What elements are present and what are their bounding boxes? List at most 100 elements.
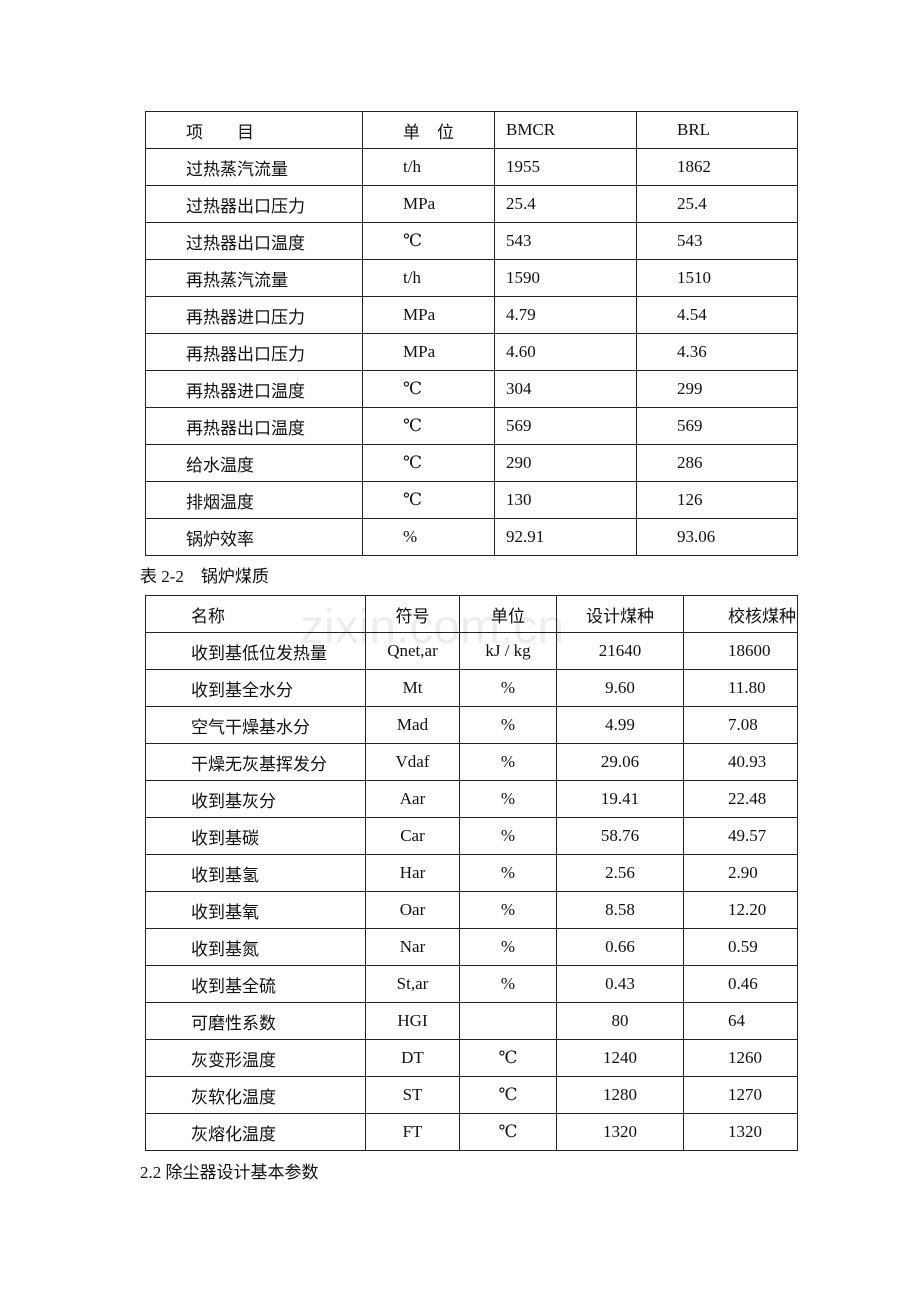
cell: 543	[494, 222, 637, 260]
cell: BMCR	[494, 111, 637, 149]
row: 再热器出口压力 MPa 4.60 4.36	[145, 333, 798, 371]
cell: 1320	[683, 1113, 798, 1151]
cell: 收到基低位发热量	[145, 632, 366, 670]
row: 再热器进口压力 MPa 4.79 4.54	[145, 296, 798, 334]
cell: St,ar	[365, 965, 460, 1003]
cell: 收到基碳	[145, 817, 366, 855]
cell: 12.20	[683, 891, 798, 929]
cell: 名称	[145, 595, 366, 633]
cell: 1280	[556, 1076, 684, 1114]
row: 排烟温度 ℃ 130 126	[145, 481, 798, 519]
cell: 130	[494, 481, 637, 519]
cell: 0.46	[683, 965, 798, 1003]
cell: Car	[365, 817, 460, 855]
coal-quality-table: 名称 符号 单位 设计煤种 校核煤种 收到基低位发热量 Qnet,ar kJ / kg 2164…	[145, 595, 798, 1151]
row: 收到基低位发热量 Qnet,ar kJ / kg 21640 18600	[145, 632, 798, 670]
cell: 再热器出口压力	[145, 333, 363, 371]
cell: 空气干燥基水分	[145, 706, 366, 744]
row: 收到基碳 Car% 58.76 49.57	[145, 817, 798, 855]
cell: 7.08	[683, 706, 798, 744]
cell: 80	[556, 1002, 684, 1040]
cell: 收到基氧	[145, 891, 366, 929]
cell: ℃	[362, 481, 495, 519]
row: 再热器出口温度 ℃ 569 569	[145, 407, 798, 445]
cell: 2.90	[683, 854, 798, 892]
cell: 校核煤种	[683, 595, 798, 633]
cell: 4.54	[636, 296, 798, 334]
watermark: zixin.com.cn	[300, 601, 565, 654]
cell: 4.36	[636, 333, 798, 371]
cell: 再热器进口温度	[145, 370, 363, 408]
cell: 25.4	[494, 185, 637, 223]
cell: 灰熔化温度	[145, 1113, 366, 1151]
cell: 过热器出口温度	[145, 222, 363, 260]
cell: ℃	[362, 222, 495, 260]
cell: 569	[494, 407, 637, 445]
cell: 再热器进口压力	[145, 296, 363, 334]
cell: Aar	[365, 780, 460, 818]
cell: 1260	[683, 1039, 798, 1077]
cell: kJ / kg	[459, 632, 557, 670]
cell: 项 目	[145, 111, 363, 149]
boiler-params-table: 项 目单 位 BMCR BRL 过热蒸汽流量 t/h 1955 1862 过热器出口压力 MPa…	[145, 111, 798, 556]
cell: 再热蒸汽流量	[145, 259, 363, 297]
cell: 灰变形温度	[145, 1039, 366, 1077]
cell: 11.80	[683, 669, 798, 707]
cell: 40.93	[683, 743, 798, 781]
cell: t/h	[362, 259, 495, 297]
cell: ℃	[362, 370, 495, 408]
cell: 过热器出口压力	[145, 185, 363, 223]
cell: 4.79	[494, 296, 637, 334]
cell: 25.4	[636, 185, 798, 223]
cell: 锅炉效率	[145, 518, 363, 556]
cell: Har	[365, 854, 460, 892]
cell: 收到基全硫	[145, 965, 366, 1003]
cell: 304	[494, 370, 637, 408]
row: 收到基氧 Oar% 8.58 12.20	[145, 891, 798, 929]
cell: 569	[636, 407, 798, 445]
row: 收到基灰分 Aar% 19.41 22.48	[145, 780, 798, 818]
row: 再热器进口温度 ℃ 304 299	[145, 370, 798, 408]
row: 再热蒸汽流量 t/h 1590 1510	[145, 259, 798, 297]
cell: 49.57	[683, 817, 798, 855]
cell: ℃	[459, 1076, 557, 1114]
cell: %	[459, 965, 557, 1003]
row: 灰软化温度 ST ℃ 1280 1270	[145, 1076, 798, 1114]
cell: ℃	[459, 1039, 557, 1077]
cell: 1270	[683, 1076, 798, 1114]
cell: 排烟温度	[145, 481, 363, 519]
cell: 1510	[636, 259, 798, 297]
row: 过热蒸汽流量 t/h 1955 1862	[145, 148, 798, 186]
cell: MPa	[362, 333, 495, 371]
row: 可磨性系数 HGI 80 64	[145, 1002, 798, 1040]
cell: %	[459, 928, 557, 966]
cell: DT	[365, 1039, 460, 1077]
cell: 收到基氢	[145, 854, 366, 892]
cell: 0.43	[556, 965, 684, 1003]
cell: 设计煤种	[556, 595, 684, 633]
cell: FT	[365, 1113, 460, 1151]
cell: 1862	[636, 148, 798, 186]
cell: 1590	[494, 259, 637, 297]
cell: 21640	[556, 632, 684, 670]
cell: %	[459, 817, 557, 855]
cell: %	[459, 706, 557, 744]
cell: 64	[683, 1002, 798, 1040]
section-heading: 2.2 除尘器设计基本参数	[140, 1163, 319, 1182]
cell: 8.58	[556, 891, 684, 929]
cell: 收到基全水分	[145, 669, 366, 707]
cell: Qnet,ar	[365, 632, 460, 670]
cell: 4.99	[556, 706, 684, 744]
cell: 干燥无灰基挥发分	[145, 743, 366, 781]
cell: %	[459, 780, 557, 818]
cell: 93.06	[636, 518, 798, 556]
row: 干燥无灰基挥发分 Vdaf% 29.06 40.93	[145, 743, 798, 781]
cell: 0.59	[683, 928, 798, 966]
cell: Nar	[365, 928, 460, 966]
row: 收到基全水分 Mt% 9.60 11.80	[145, 669, 798, 707]
cell: 0.66	[556, 928, 684, 966]
cell: 126	[636, 481, 798, 519]
cell: ℃	[362, 407, 495, 445]
cell: t/h	[362, 148, 495, 186]
